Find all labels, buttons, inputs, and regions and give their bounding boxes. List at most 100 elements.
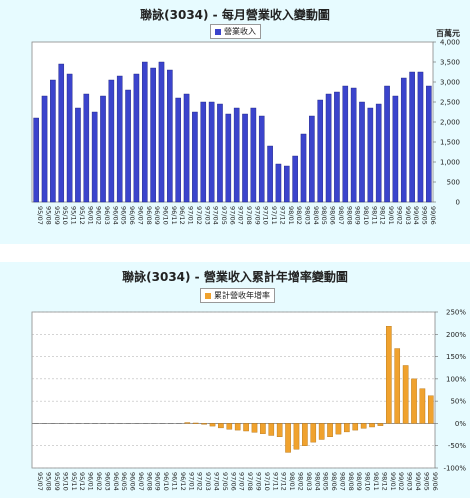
revenue-bar [325,93,332,203]
revenue-xtick-label: 96/10 [161,206,169,225]
revenue-bar [133,73,140,203]
yoy-bar [427,395,434,424]
revenue-xtick-label: 95/09 [53,206,61,225]
yoy-xtick-label: 98/03 [305,472,313,491]
yoy-xtick-label: 95/12 [78,472,86,491]
yoy-ytick-label: 200% [446,331,466,339]
revenue-xtick-label: 98/01 [287,206,295,225]
revenue-bar [342,85,349,203]
revenue-bar [83,93,90,203]
revenue-bar [141,61,148,203]
yoy-ytick-label: 100% [446,375,466,383]
revenue-xtick-label: 99/03 [404,206,412,225]
revenue-xtick-label: 96/09 [153,206,161,225]
revenue-xtick-label: 95/07 [36,206,44,225]
yoy-xtick-label: 96/10 [162,472,170,491]
yoy-xtick-label: 96/12 [179,472,187,491]
yoy-ytick-label: 150% [446,353,466,361]
yoy-bar [285,423,291,453]
yoy-bar [386,326,392,424]
revenue-bar [150,67,156,203]
revenue-bar [292,155,298,203]
yoy-bar [184,422,191,424]
yoy-ytick-label: -50% [448,442,466,450]
revenue-bar [192,111,198,203]
revenue-xtick-label: 97/01 [187,206,195,225]
revenue-bar [417,71,424,203]
revenue-xtick-label: 98/02 [295,206,303,225]
yoy-bar [419,388,426,424]
revenue-xtick-label: 99/02 [395,206,403,225]
revenue-xtick-label: 99/01 [387,206,395,225]
revenue-xtick-label: 97/10 [262,206,270,225]
revenue-bar [167,69,173,203]
yoy-xtick-label: 96/01 [87,472,95,491]
revenue-xtick-label: 97/02 [195,206,203,225]
revenue-bar [100,95,106,203]
yoy-xtick-label: 98/04 [313,472,321,491]
yoy-bar [293,423,300,450]
revenue-bar [350,87,357,203]
revenue-bar [258,115,265,203]
revenue-xtick-label: 96/12 [178,206,186,225]
yoy-xtick-label: 99/02 [397,472,405,491]
revenue-bar [158,61,165,203]
revenue-xtick-label: 95/08 [45,206,53,225]
revenue-xtick-label: 98/05 [320,206,328,225]
yoy-xtick-label: 98/06 [330,472,338,491]
yoy-xtick-label: 95/08 [45,472,53,491]
revenue-xtick-label: 98/10 [362,206,370,225]
revenue-legend-label: 營業收入 [224,27,256,36]
yoy-plot-area [31,311,436,469]
revenue-ytick-label: 500 [447,179,460,187]
yoy-bar [209,423,216,427]
yoy-bar [226,423,233,430]
revenue-xtick-label: 97/04 [212,206,220,225]
yoy-chart-svg: -100% -50% 0% 50% 100% 150% 200% 250% 95/07 95/08… [31,309,466,491]
yoy-bar [335,423,342,435]
revenue-chart-svg: 0 500 1,000 1,500 2,000 2,500 3,000 3,500 4,000 9… [31,39,460,225]
revenue-xtick-label: 98/11 [370,206,378,225]
yoy-xtick-label: 98/10 [364,472,372,491]
yoy-xtick-label: 99/05 [422,472,430,491]
revenue-bar [400,77,407,203]
yoy-xtick-label: 96/03 [103,472,111,491]
revenue-bar [208,101,215,203]
yoy-xtick-label: 97/09 [254,472,262,491]
revenue-xtick-label: 97/03 [203,206,211,225]
revenue-bar [334,91,340,203]
revenue-plot-area [31,41,434,203]
yoy-xtick-label: 96/09 [154,472,162,491]
yoy-xtick-label: 98/09 [355,472,363,491]
yoy-xtick-label: 99/04 [414,472,422,491]
yoy-xtick-label: 97/11 [271,472,279,491]
revenue-bar [284,165,290,203]
revenue-bar [275,163,282,203]
yoy-bar [369,423,375,428]
yoy-chart-panel: 聯詠(3034) - 營業收入累計年增率變動圖 累計營收年增率 -100% -50… [0,262,470,498]
revenue-chart-legend: 營業收入 [210,24,261,39]
yoy-bar [327,423,333,438]
revenue-bar [375,103,382,203]
yoy-bar [260,423,266,434]
yoy-xtick-label: 97/06 [229,472,237,491]
revenue-bar [409,71,415,203]
yoy-bar [192,422,199,424]
yoy-bar [310,423,317,443]
revenue-xtick-label: 97/06 [228,206,236,225]
yoy-xtick-label: 98/08 [347,472,355,491]
yoy-xtick-label: 98/07 [338,472,346,491]
yoy-xtick-label: 96/04 [112,472,120,491]
yoy-xtick-label: 97/10 [263,472,271,491]
yoy-xtick-label: 98/11 [372,472,380,491]
revenue-bar [309,115,315,203]
revenue-ytick-label: 1,500 [440,139,460,147]
revenue-xtick-label: 97/11 [270,206,278,225]
yoy-xtick-label: 97/01 [187,472,195,491]
revenue-xtick-label: 95/10 [61,206,69,225]
yoy-bar [251,423,258,433]
revenue-bar [426,85,432,203]
revenue-chart-title: 聯詠(3034) - 每月營業收入變動圖 [140,8,330,22]
revenue-xtick-label: 96/05 [120,206,128,225]
yoy-xtick-label: 95/11 [70,472,78,491]
